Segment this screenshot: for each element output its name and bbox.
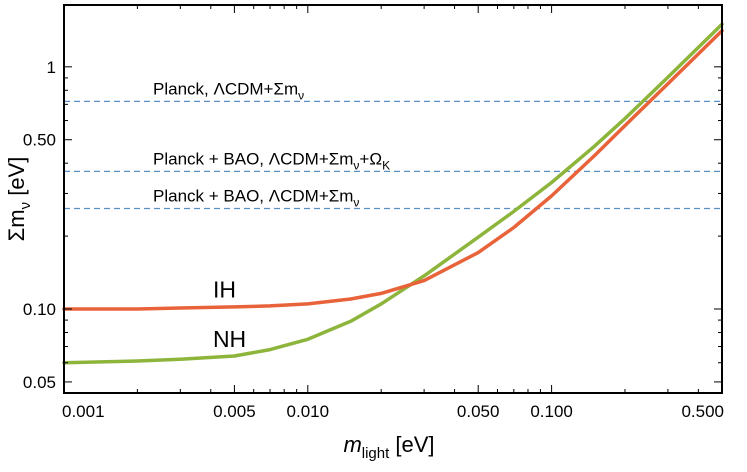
hline-label-1-part-1: ν <box>353 158 359 172</box>
hline-label-0-part-1: ν <box>298 88 304 102</box>
hline-label-1-part-2: +Ω <box>359 149 382 168</box>
hline-label-2-part-0: Planck + BAO, ΛCDM+Σm <box>153 187 353 206</box>
series-layer <box>62 22 724 365</box>
x-tick-label-4: 0.100 <box>530 402 573 421</box>
plot-frame <box>63 4 723 394</box>
x-axis-title: mlight [eV] <box>343 432 434 462</box>
y-tick-label-1: 0.10 <box>23 300 56 319</box>
curve-label-ih: IH <box>213 276 236 302</box>
curve-label-nh: NH <box>213 326 246 352</box>
hline-label-2-part-1: ν <box>353 196 359 210</box>
x-tick-label-2: 0.010 <box>287 402 330 421</box>
series-ih-line <box>62 28 724 311</box>
x-tick-label-0: 0.001 <box>62 402 105 421</box>
y-tick-label-0: 0.05 <box>23 373 56 392</box>
x-tick-label-5: 0.500 <box>681 402 724 421</box>
hline-label-0-part-0: Planck, ΛCDM+Σm <box>153 79 298 98</box>
hline-label-2: Planck + BAO, ΛCDM+Σmν <box>153 187 359 210</box>
series-nh-line <box>62 22 724 365</box>
y-tick-label-3: 1 <box>47 58 56 77</box>
x-tick-label-3: 0.050 <box>457 402 500 421</box>
tick-layer <box>63 5 723 393</box>
hline-label-1: Planck + BAO, ΛCDM+Σmν+ΩK <box>153 149 390 172</box>
y-axis-title: Σmν [eV] <box>4 157 34 242</box>
hline-label-0: Planck, ΛCDM+Σmν <box>153 79 304 102</box>
x-tick-label-1: 0.005 <box>213 402 256 421</box>
hline-label-1-part-3: K <box>382 158 390 172</box>
hline-label-1-part-0: Planck + BAO, ΛCDM+Σm <box>153 149 353 168</box>
y-tick-label-2: 0.50 <box>23 131 56 150</box>
